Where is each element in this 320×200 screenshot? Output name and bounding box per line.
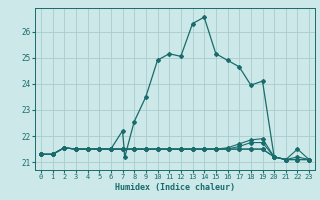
X-axis label: Humidex (Indice chaleur): Humidex (Indice chaleur) (115, 183, 235, 192)
